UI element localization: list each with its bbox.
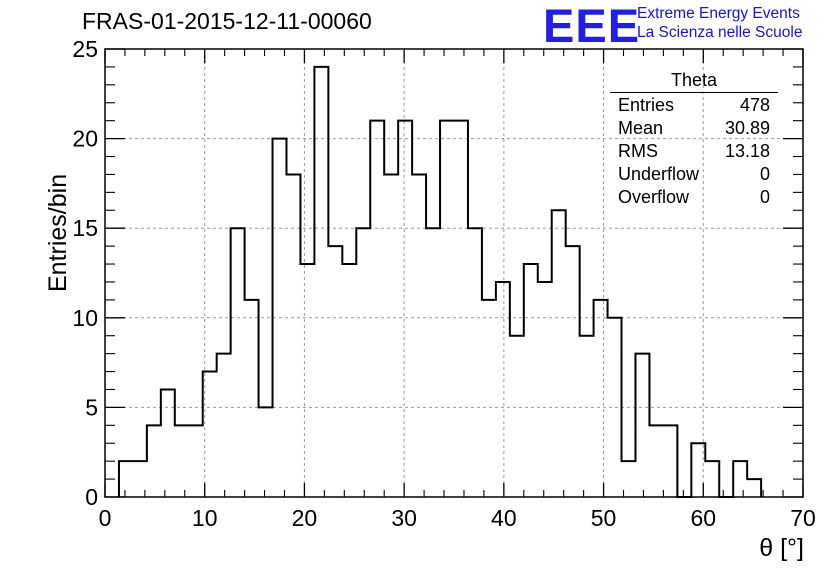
logo-line-1: Extreme Energy Events <box>637 5 800 22</box>
stats-value: 478 <box>739 95 770 115</box>
x-tick-label: 10 <box>192 505 218 531</box>
stats-label: Entries <box>618 95 675 115</box>
eee-logo: EEE <box>543 0 641 52</box>
x-axis-label: θ [°] <box>759 534 804 562</box>
y-tick-label: 0 <box>85 484 98 510</box>
histogram-step-line <box>117 65 763 498</box>
stats-row-underflow: Underflow 0 <box>610 163 778 186</box>
x-tick-label: 40 <box>491 505 517 531</box>
grid-lines <box>105 49 803 497</box>
x-tick-label: 70 <box>790 505 816 531</box>
stats-row-mean: Mean 30.89 <box>610 117 778 140</box>
stats-value: 13.18 <box>724 141 770 161</box>
y-tick-label: 20 <box>72 126 98 152</box>
stats-box: Theta Entries 478 Mean 30.89 RMS 13.18 Unde… <box>610 70 778 209</box>
plot-frame <box>104 48 804 498</box>
stats-value: 30.89 <box>724 118 770 138</box>
y-tick-label: 25 <box>72 36 98 62</box>
x-tick-label: 30 <box>391 505 417 531</box>
stats-label: RMS <box>618 141 658 161</box>
tick-labels: 0 10 20 30 40 50 60 70 0 5 10 15 20 25 <box>72 36 815 531</box>
stats-row-entries: Entries 478 <box>610 94 778 117</box>
stats-label: Overflow <box>618 187 690 207</box>
x-tick-label: 0 <box>99 505 112 531</box>
y-axis-label: Entries/bin <box>44 173 72 292</box>
logo-caption: Extreme Energy Events La Scienza nelle S… <box>637 4 802 42</box>
x-tick-label: 50 <box>591 505 617 531</box>
x-tick-label: 20 <box>292 505 318 531</box>
y-tick-label: 10 <box>72 305 98 331</box>
stats-label: Mean <box>618 118 664 138</box>
y-tick-label: 5 <box>85 394 98 420</box>
x-tick-label: 60 <box>690 505 716 531</box>
logo-line-2: La Scienza nelle Scuole <box>637 24 803 41</box>
stats-value: 0 <box>759 164 770 184</box>
stats-row-overflow: Overflow 0 <box>610 186 778 209</box>
stats-row-rms: RMS 13.18 <box>610 140 778 163</box>
stats-title: Theta <box>610 70 778 93</box>
chart-title: FRAS-01-2015-12-11-00060 <box>82 8 372 34</box>
stats-value: 0 <box>759 187 770 207</box>
stats-label: Underflow <box>618 164 700 184</box>
y-tick-label: 15 <box>72 215 98 241</box>
